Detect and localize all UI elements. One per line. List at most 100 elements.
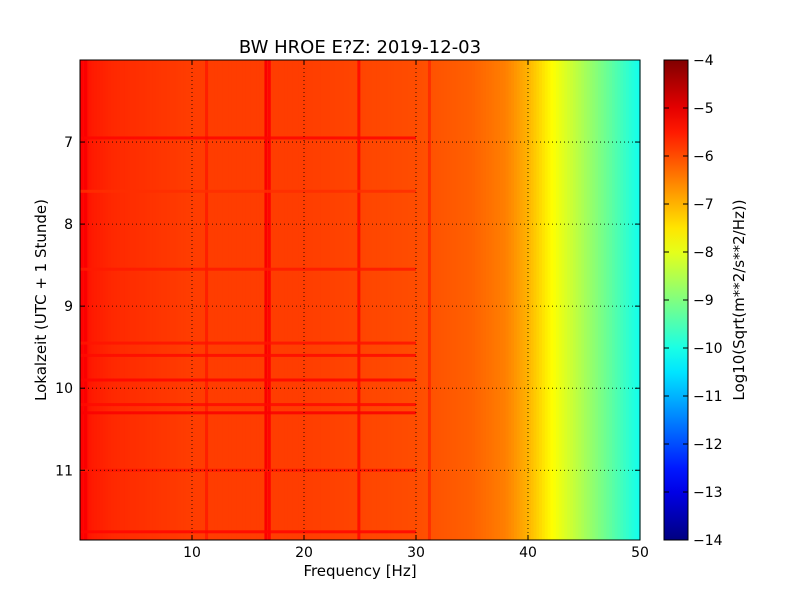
heatmap-cell [329, 60, 333, 540]
heatmap-cell [211, 60, 215, 540]
heatmap-cell [189, 60, 193, 540]
heatmap-cell [348, 60, 353, 540]
heatmap-cell [231, 60, 235, 540]
heatmap-cell [102, 60, 106, 540]
heatmap-cell [183, 60, 187, 540]
heatmap-cell [603, 60, 607, 540]
heatmap-cell [399, 60, 403, 540]
heatmap-cell [606, 60, 610, 540]
heatmap-cell [564, 60, 568, 540]
heatmap-cell [259, 60, 263, 540]
heatmap-cell [362, 60, 367, 540]
heatmap-cell [80, 60, 84, 540]
heatmap-cell [449, 60, 453, 540]
heatmap-cell [99, 60, 103, 540]
heatmap-cell [385, 60, 389, 540]
heatmap-cell [469, 60, 473, 540]
heatmap-cell [124, 60, 129, 540]
time-feature [80, 267, 416, 271]
heatmap-cell [150, 60, 154, 540]
time-feature [80, 378, 416, 382]
heatmap-cell [147, 60, 151, 540]
heatmap-cell [306, 60, 311, 540]
heatmap-cell [239, 60, 243, 540]
colorbar-tick-label: −11 [693, 389, 723, 405]
heatmap-cell [178, 60, 182, 540]
heatmap-cell [110, 60, 115, 540]
heatmap-cell [141, 60, 145, 540]
heatmap-cell [556, 60, 560, 540]
heatmap-cell [435, 60, 439, 540]
heatmap-cell [572, 60, 577, 540]
heatmap-cell [508, 60, 512, 540]
heatmap-cell [172, 60, 176, 540]
heatmap-cell [441, 60, 445, 540]
time-feature [80, 341, 416, 345]
heatmap-cell [444, 60, 448, 540]
time-feature [80, 530, 416, 534]
time-feature [80, 403, 416, 407]
x-axis-ticks: 10 20 30 40 50 [183, 60, 649, 561]
time-feature [80, 411, 416, 415]
heatmap-cell [413, 60, 417, 540]
heatmap-cell [119, 60, 123, 540]
heatmap-cell [144, 60, 148, 540]
heatmap-cell [466, 60, 470, 540]
heatmap-cell [491, 60, 495, 540]
heatmap-cell [194, 60, 199, 540]
heatmap-cell [561, 60, 565, 540]
heatmap-cell [488, 60, 493, 540]
spectral-line [264, 60, 268, 540]
spectral-line [205, 60, 209, 540]
heatmap-cell [407, 60, 411, 540]
y-tick-label: 9 [64, 299, 73, 315]
heatmap-cell [105, 60, 109, 540]
heatmap-cell [250, 60, 255, 540]
heatmap-cell [404, 60, 409, 540]
heatmap-cell [192, 60, 196, 540]
heatmap-cell [388, 60, 392, 540]
x-axis-label: Frequency [Hz] [303, 562, 416, 580]
heatmap-cell [262, 60, 266, 540]
colorbar-tick-label: −9 [693, 293, 714, 309]
heatmap-cell [354, 60, 358, 540]
heatmap-cell [169, 60, 173, 540]
heatmap-cell [242, 60, 246, 540]
time-feature [80, 353, 416, 357]
heatmap-cell [626, 60, 630, 540]
heatmap-cell [514, 60, 518, 540]
heatmap-cell [138, 60, 143, 540]
heatmap-cell [287, 60, 291, 540]
colorbar-tick-label: −5 [693, 101, 714, 117]
heatmap-cell [256, 60, 260, 540]
heatmap-cell [203, 60, 207, 540]
heatmap-cell [474, 60, 479, 540]
heatmap-cell [320, 60, 325, 540]
heatmap-cell [382, 60, 386, 540]
heatmap-cell [628, 60, 633, 540]
heatmap-cell [166, 60, 171, 540]
heatmap-cell [228, 60, 232, 540]
heatmap-cell [612, 60, 616, 540]
heatmap-cell [346, 60, 350, 540]
heatmap-cell [309, 60, 313, 540]
heatmap-cell [113, 60, 117, 540]
heatmap-cell [130, 60, 134, 540]
spectral-line [84, 60, 88, 540]
heatmap-cell [200, 60, 204, 540]
y-tick-label: 7 [64, 135, 73, 151]
x-tick-label: 20 [295, 545, 313, 561]
heatmap-cell [273, 60, 277, 540]
heatmap-cell [558, 60, 563, 540]
heatmap-cell [155, 60, 159, 540]
colorbar-tick-label: −4 [693, 53, 714, 69]
heatmap-cell [371, 60, 375, 540]
heatmap-plot [80, 60, 641, 540]
heatmap-cell [421, 60, 425, 540]
heatmap-cell [225, 60, 229, 540]
heatmap-cell [393, 60, 397, 540]
heatmap-cell [589, 60, 593, 540]
heatmap-cell [553, 60, 557, 540]
